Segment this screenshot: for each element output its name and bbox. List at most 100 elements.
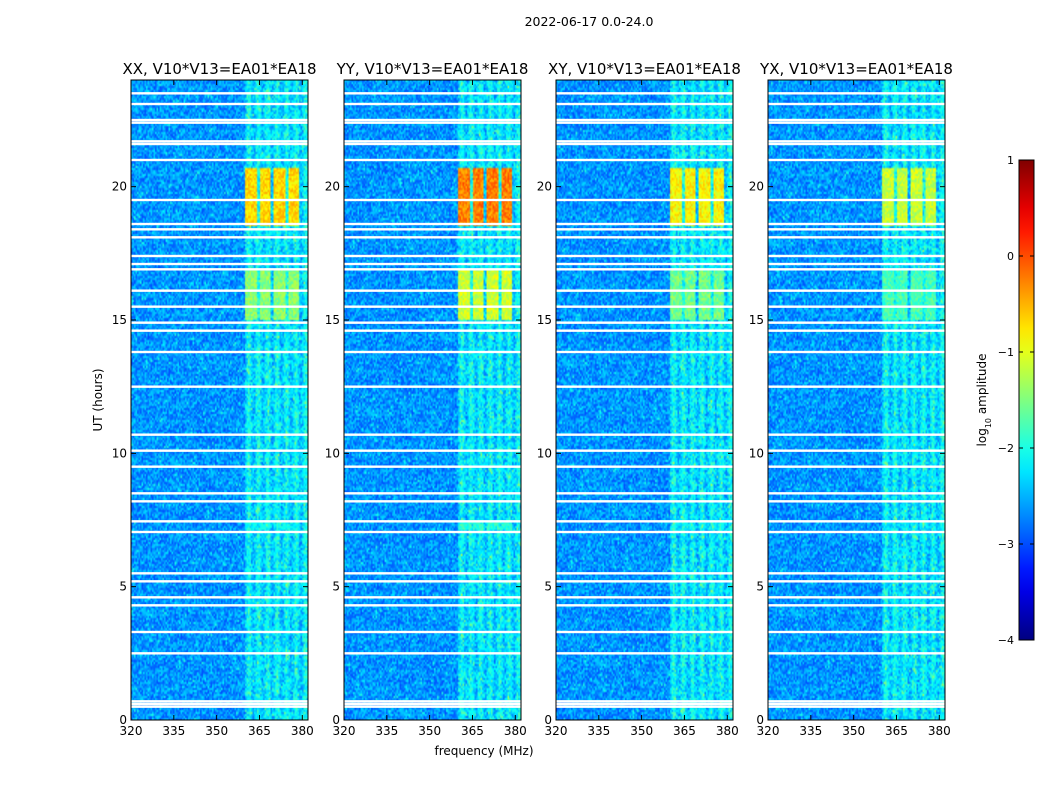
panel-frame <box>555 79 734 721</box>
flagged-row <box>344 604 521 607</box>
x-tick-label: 380 <box>291 724 314 738</box>
x-tick-label: 335 <box>162 724 185 738</box>
flagged-row <box>768 236 945 239</box>
flagged-row <box>344 630 521 634</box>
flagged-row <box>344 228 521 231</box>
flagged-row <box>768 305 945 308</box>
flagged-row <box>131 604 308 607</box>
flagged-row <box>344 121 521 124</box>
flagged-row <box>556 500 733 503</box>
flagged-row <box>768 492 945 495</box>
flagged-row <box>556 321 733 324</box>
spectrum-heatmap <box>556 80 733 720</box>
flagged-row <box>131 92 308 95</box>
flagged-row <box>768 329 945 332</box>
flagged-row <box>344 492 521 495</box>
y-tick-label: 20 <box>112 180 127 194</box>
flagged-row <box>344 652 521 655</box>
x-tick-label: 350 <box>842 724 865 738</box>
panel-frame <box>130 79 309 721</box>
flagged-row <box>131 596 308 599</box>
flagged-row <box>344 321 521 324</box>
flagged-row <box>768 289 945 292</box>
flagged-row <box>344 329 521 332</box>
flagged-row <box>768 228 945 231</box>
spectrum-panel-4: YX, V10*V13=EA01*EA18 320 335 350 365 380 0 5 10… <box>749 60 953 738</box>
flagged-row <box>768 262 945 266</box>
flagged-row <box>556 254 733 258</box>
panel-frame <box>343 79 522 721</box>
flagged-row <box>344 254 521 258</box>
spectrum-panel-2: YY, V10*V13=EA01*EA18 320 335 350 365 380 0 5 10… <box>325 60 529 738</box>
panel-title: XX, V10*V13=EA01*EA18 <box>122 60 316 78</box>
flagged-row <box>131 580 308 583</box>
flagged-row <box>344 222 521 226</box>
colorbar-gradient <box>1018 159 1035 641</box>
y-tick-label: 0 <box>119 713 127 727</box>
x-tick-label: 320 <box>545 724 568 738</box>
colorbar-tick-label: −3 <box>998 538 1014 551</box>
flagged-row <box>768 596 945 599</box>
flagged-row <box>131 329 308 332</box>
flagged-row <box>556 158 733 162</box>
flagged-row <box>131 262 308 266</box>
flagged-row <box>344 700 521 703</box>
flagged-row <box>131 500 308 503</box>
flagged-row <box>768 580 945 583</box>
x-tick-label: 380 <box>928 724 951 738</box>
y-tick-label: 0 <box>756 713 764 727</box>
flagged-row <box>131 236 308 239</box>
y-tick-label: 15 <box>112 313 127 327</box>
flagged-row <box>131 158 308 162</box>
flagged-row <box>131 142 308 146</box>
flagged-row <box>556 530 733 534</box>
y-tick-label: 10 <box>325 446 340 460</box>
colorbar-label-base: log <box>975 428 989 446</box>
flagged-row <box>556 596 733 599</box>
flagged-row <box>556 433 733 436</box>
panel-title: YY, V10*V13=EA01*EA18 <box>336 60 529 78</box>
colorbar-tick-label: 0 <box>1007 250 1014 263</box>
flagged-row <box>768 142 945 146</box>
flagged-row <box>131 350 308 354</box>
flagged-row <box>556 228 733 231</box>
flagged-row <box>344 305 521 308</box>
spectrum-panel-3: XY, V10*V13=EA01*EA18 320 335 350 365 380 0 5 10… <box>537 60 741 738</box>
flagged-row <box>131 268 308 271</box>
y-tick-label: 5 <box>332 580 340 594</box>
colorbar-tick-label: −1 <box>998 346 1014 359</box>
flagged-row <box>344 289 521 292</box>
flagged-row <box>556 702 733 706</box>
flagged-row <box>131 465 308 468</box>
flagged-row <box>131 254 308 258</box>
flagged-row <box>131 630 308 634</box>
colorbar-tick-label: −2 <box>998 442 1014 455</box>
flagged-row <box>556 350 733 354</box>
x-tick-label: 365 <box>248 724 271 738</box>
flagged-row <box>768 102 945 106</box>
flagged-row <box>768 158 945 162</box>
panel-title: YX, V10*V13=EA01*EA18 <box>759 60 953 78</box>
flagged-row <box>131 700 308 703</box>
colorbar-label: log10 amplitude <box>975 354 993 447</box>
flagged-row <box>344 572 521 575</box>
y-tick-label: 0 <box>544 713 552 727</box>
flagged-row <box>768 254 945 258</box>
x-tick-label: 335 <box>375 724 398 738</box>
flagged-row <box>556 572 733 575</box>
flagged-row <box>131 102 308 106</box>
flagged-row <box>768 702 945 706</box>
flagged-row <box>768 385 945 388</box>
flagged-row <box>131 222 308 226</box>
flagged-row <box>556 118 733 122</box>
panels-group: XX, V10*V13=EA01*EA18 320 335 350 365 380 0 5 10… <box>112 60 953 738</box>
flagged-row <box>556 305 733 308</box>
flagged-row <box>768 268 945 271</box>
flagged-row <box>344 350 521 354</box>
flagged-row <box>768 700 945 703</box>
x-axis-label: frequency (MHz) <box>434 744 533 758</box>
colorbar-tick-label: 1 <box>1007 154 1014 167</box>
x-tick-label: 335 <box>799 724 822 738</box>
